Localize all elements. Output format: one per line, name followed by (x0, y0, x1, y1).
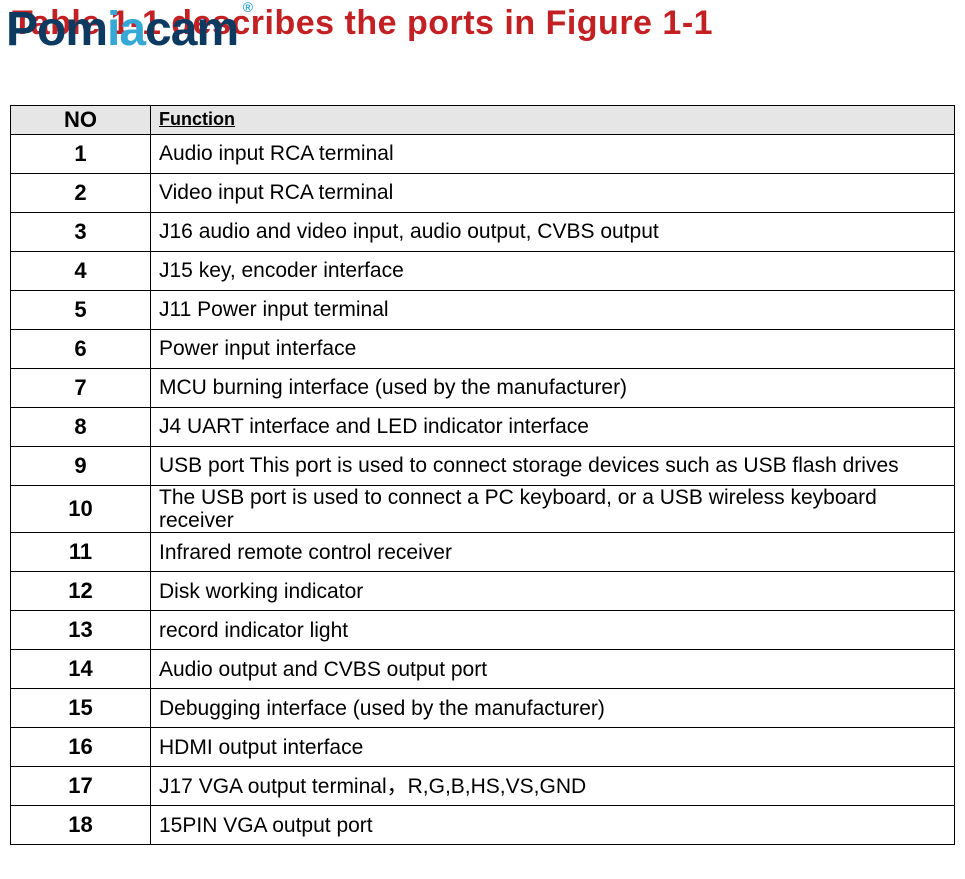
ports-table-body: 1Audio input RCA terminal 2Video input R… (11, 135, 955, 845)
cell-no: 14 (11, 650, 151, 689)
table-row: 17J17 VGA output terminal，R,G,B,HS,VS,GN… (11, 767, 955, 806)
page-title: Table 1-1 describes the ports in Figure … (12, 4, 953, 43)
cell-fn: Infrared remote control receiver (151, 533, 955, 572)
cell-no: 3 (11, 213, 151, 252)
cell-no: 13 (11, 611, 151, 650)
table-row: 11Infrared remote control receiver (11, 533, 955, 572)
table-row: 10The USB port is used to connect a PC k… (11, 486, 955, 533)
table-row: 16HDMI output interface (11, 728, 955, 767)
cell-fn: J11 Power input terminal (151, 291, 955, 330)
cell-no: 11 (11, 533, 151, 572)
cell-fn: HDMI output interface (151, 728, 955, 767)
table-row: 6Power input interface (11, 330, 955, 369)
col-header-function: Function (151, 106, 955, 135)
cell-fn: MCU burning interface (used by the manuf… (151, 369, 955, 408)
table-row: 1815PIN VGA output port (11, 806, 955, 845)
cell-fn: The USB port is used to connect a PC key… (151, 486, 955, 533)
cell-fn: record indicator light (151, 611, 955, 650)
cell-fn: J15 key, encoder interface (151, 252, 955, 291)
cell-no: 12 (11, 572, 151, 611)
cell-no: 1 (11, 135, 151, 174)
table-header-row: NO Function (11, 106, 955, 135)
cell-fn: Audio output and CVBS output port (151, 650, 955, 689)
cell-fn: USB port This port is used to connect st… (151, 447, 955, 486)
cell-no: 9 (11, 447, 151, 486)
cell-no: 10 (11, 486, 151, 533)
cell-fn: 15PIN VGA output port (151, 806, 955, 845)
cell-no: 5 (11, 291, 151, 330)
cell-fn: Video input RCA terminal (151, 174, 955, 213)
cell-no: 7 (11, 369, 151, 408)
cell-no: 15 (11, 689, 151, 728)
cell-no: 2 (11, 174, 151, 213)
cell-no: 4 (11, 252, 151, 291)
table-row: 1Audio input RCA terminal (11, 135, 955, 174)
ports-table: NO Function 1Audio input RCA terminal 2V… (10, 105, 955, 845)
cell-no: 18 (11, 806, 151, 845)
cell-fn: J4 UART interface and LED indicator inte… (151, 408, 955, 447)
table-row: 14Audio output and CVBS output port (11, 650, 955, 689)
cell-no: 16 (11, 728, 151, 767)
table-row: 3J16 audio and video input, audio output… (11, 213, 955, 252)
cell-no: 8 (11, 408, 151, 447)
ports-table-wrap: NO Function 1Audio input RCA terminal 2V… (10, 105, 955, 845)
cell-fn: Audio input RCA terminal (151, 135, 955, 174)
cell-fn: Debugging interface (used by the manufac… (151, 689, 955, 728)
table-row: 8J4 UART interface and LED indicator int… (11, 408, 955, 447)
table-row: 13record indicator light (11, 611, 955, 650)
cell-no: 6 (11, 330, 151, 369)
table-row: 4J15 key, encoder interface (11, 252, 955, 291)
page: Table 1-1 describes the ports in Figure … (0, 0, 965, 879)
cell-fn: J16 audio and video input, audio output,… (151, 213, 955, 252)
cell-fn: Power input interface (151, 330, 955, 369)
table-row: 9USB port This port is used to connect s… (11, 447, 955, 486)
table-row: 7MCU burning interface (used by the manu… (11, 369, 955, 408)
cell-fn: J17 VGA output terminal，R,G,B,HS,VS,GND (151, 767, 955, 806)
col-header-no: NO (11, 106, 151, 135)
cell-no: 17 (11, 767, 151, 806)
table-row: 12Disk working indicator (11, 572, 955, 611)
table-row: 15Debugging interface (used by the manuf… (11, 689, 955, 728)
table-row: 2Video input RCA terminal (11, 174, 955, 213)
cell-fn: Disk working indicator (151, 572, 955, 611)
table-row: 5J11 Power input terminal (11, 291, 955, 330)
